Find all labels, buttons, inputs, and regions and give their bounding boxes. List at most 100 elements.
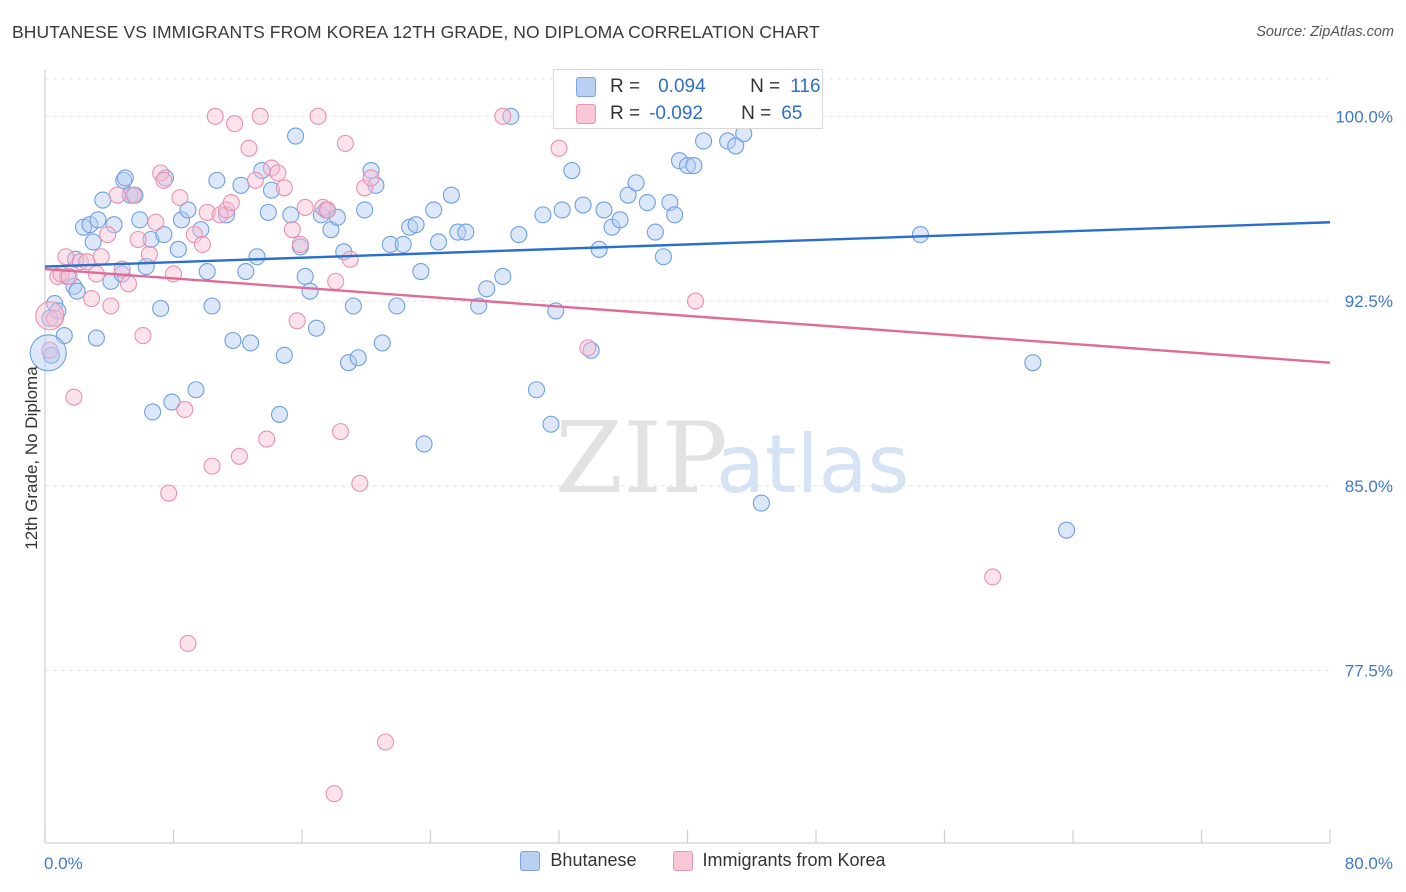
- point-bhutanese: [415, 435, 433, 453]
- legend-swatch-bhutanese: [520, 850, 541, 871]
- trend-lines: [44, 221, 1331, 364]
- point-korea: [984, 568, 1002, 586]
- n-value: 116: [790, 76, 821, 97]
- point-bhutanese: [373, 334, 391, 352]
- point-bhutanese: [287, 127, 305, 145]
- point-bhutanese: [172, 211, 191, 229]
- point-bhutanese: [94, 191, 112, 209]
- point-korea: [129, 230, 147, 249]
- point-korea: [246, 171, 264, 189]
- point-korea: [179, 634, 197, 653]
- point-korea: [198, 203, 216, 221]
- point-bhutanese: [510, 226, 528, 244]
- legend-swatch-korea: [672, 850, 693, 871]
- point-bhutanese: [275, 346, 293, 364]
- point-korea: [225, 115, 244, 133]
- point-korea: [356, 179, 374, 197]
- point-bhutanese: [582, 341, 600, 359]
- point-korea: [222, 194, 240, 212]
- point-bhutanese: [442, 186, 460, 204]
- point-korea: [319, 201, 337, 219]
- point-korea: [203, 457, 221, 475]
- r-value: -0.092: [649, 103, 703, 124]
- point-bhutanese: [84, 233, 102, 251]
- point-bhutanese: [911, 226, 929, 244]
- point-bhutanese: [727, 137, 745, 155]
- point-korea: [147, 213, 165, 231]
- data-points: [29, 107, 1076, 803]
- stats-swatch-bhutanese: [576, 77, 596, 97]
- point-korea: [258, 430, 276, 448]
- point-bhutanese: [1024, 354, 1042, 372]
- point-bhutanese: [208, 171, 226, 189]
- point-korea: [251, 107, 269, 125]
- chart-title: BHUTANESE VS IMMIGRANTS FROM KOREA 12TH …: [12, 22, 820, 42]
- point-bhutanese: [494, 267, 512, 286]
- point-bhutanese: [248, 248, 266, 266]
- point-korea: [269, 164, 287, 182]
- point-bhutanese-cluster: [29, 334, 67, 372]
- point-bhutanese: [542, 415, 560, 433]
- legend-label-korea: Immigrants from Korea: [702, 850, 886, 870]
- stats-row-bhutanese: R = 0.094 N = 116: [576, 74, 821, 100]
- legend-item-bhutanese[interactable]: Bhutanese: [520, 850, 637, 871]
- point-bhutanese: [666, 206, 684, 224]
- trend-line-korea: [44, 267, 1331, 364]
- point-korea: [296, 198, 314, 217]
- point-bhutanese: [187, 381, 205, 399]
- point-bhutanese: [388, 297, 406, 315]
- stats-swatch-korea: [576, 104, 596, 124]
- point-korea: [171, 189, 189, 207]
- point-bhutanese: [116, 169, 134, 187]
- axes: [44, 70, 1331, 844]
- source-note: Source: ZipAtlas.com: [1256, 24, 1394, 40]
- point-korea: [124, 186, 142, 204]
- point-korea: [494, 107, 512, 125]
- y-axis-label: 12th Grade, No Diploma: [22, 366, 41, 550]
- n-label: N =: [750, 76, 781, 97]
- point-korea: [314, 198, 332, 217]
- point-bhutanese: [349, 349, 367, 367]
- point-bhutanese: [638, 194, 656, 212]
- legend-label-bhutanese: Bhutanese: [550, 850, 637, 870]
- legend: Bhutanese Immigrants from Korea: [0, 850, 1406, 871]
- point-bhutanese: [307, 319, 326, 337]
- point-korea: [550, 139, 568, 157]
- point-bhutanese: [142, 230, 160, 249]
- point-korea: [230, 447, 248, 465]
- point-korea: [134, 327, 152, 345]
- point-bhutanese: [68, 282, 86, 300]
- stats-row-korea: R = -0.092 N = 65: [576, 101, 802, 127]
- tick-labels: 100.0% 92.5% 85.0% 77.5% 0.0% 80.0%: [44, 107, 1393, 873]
- point-bhutanese: [344, 297, 362, 315]
- point-korea-cluster: [35, 301, 65, 331]
- point-bhutanese: [301, 282, 319, 300]
- point-bhutanese: [296, 267, 314, 286]
- point-bhutanese: [695, 132, 713, 150]
- point-bhutanese: [407, 216, 425, 234]
- point-bhutanese: [356, 201, 374, 219]
- point-bhutanese: [627, 174, 645, 192]
- point-bhutanese: [719, 132, 737, 150]
- point-bhutanese: [66, 250, 85, 268]
- point-bhutanese: [270, 405, 289, 423]
- point-bhutanese: [152, 299, 170, 318]
- point-korea: [579, 339, 597, 357]
- y-tick-label: 92.5%: [1345, 292, 1393, 311]
- point-korea: [155, 171, 173, 189]
- point-korea: [362, 169, 380, 187]
- n-value: 65: [781, 103, 803, 124]
- point-bhutanese: [131, 211, 149, 229]
- point-bhutanese: [156, 169, 175, 187]
- point-korea: [41, 341, 59, 359]
- point-korea: [351, 474, 369, 492]
- point-korea: [83, 290, 101, 308]
- legend-item-korea[interactable]: Immigrants from Korea: [672, 850, 886, 871]
- point-korea: [283, 221, 301, 239]
- point-bhutanese: [198, 262, 216, 281]
- point-bhutanese: [534, 206, 552, 224]
- point-bhutanese: [282, 206, 300, 224]
- point-bhutanese: [619, 186, 637, 204]
- point-bhutanese: [646, 223, 664, 241]
